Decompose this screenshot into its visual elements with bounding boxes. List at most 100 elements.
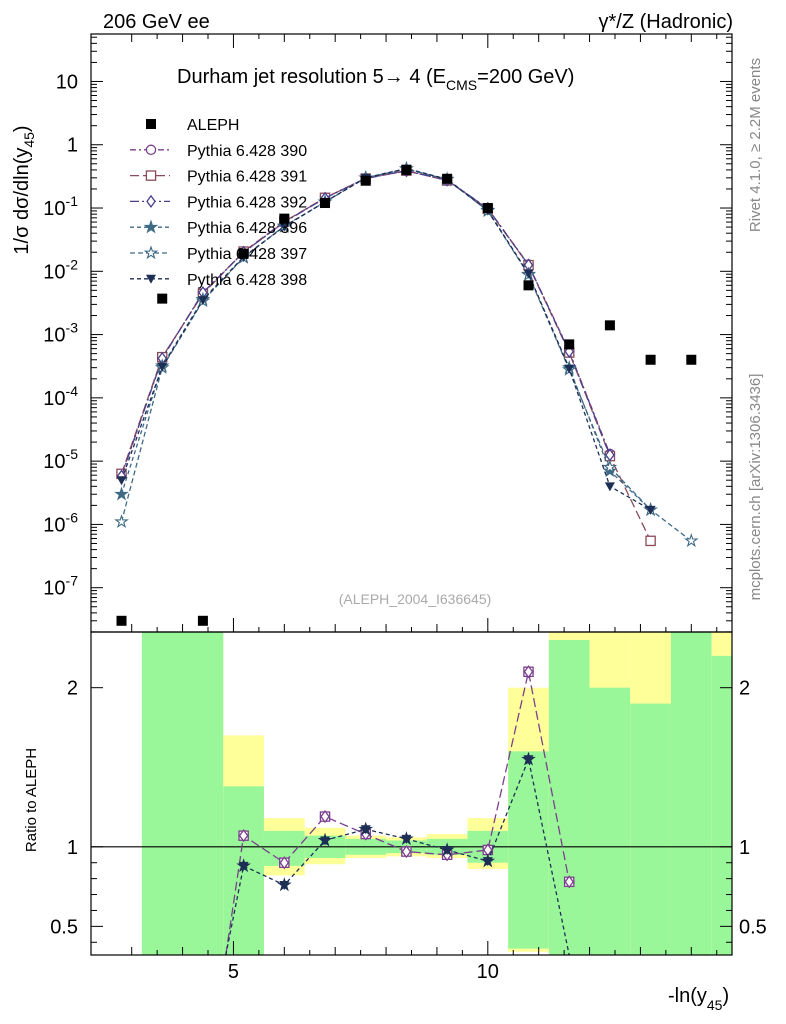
series-5-point-10 bbox=[523, 269, 534, 279]
legend-marker-2 bbox=[146, 194, 156, 209]
ratio-tick-label-left: 2 bbox=[67, 678, 78, 700]
rivet-label: Rivet 4.1.0, ≥ 2.2M events bbox=[747, 58, 764, 232]
ratio-0-marker-2-point-3 bbox=[238, 829, 249, 843]
legend-marker-0 bbox=[145, 144, 157, 156]
series-1-point-13 bbox=[645, 535, 656, 547]
header-left: 206 GeV ee bbox=[103, 11, 210, 33]
ratio-line-1 bbox=[225, 757, 570, 956]
y-tick-label: 10-1 bbox=[43, 193, 78, 220]
legend-marker-data bbox=[146, 119, 156, 129]
green-band-9 bbox=[548, 639, 590, 955]
green-band-0 bbox=[141, 632, 224, 955]
mcplots-label: mcplots.cern.ch [arXiv:1306.3436] bbox=[747, 374, 764, 601]
legend-marker-3 bbox=[143, 219, 159, 234]
legend-item-4: Pythia 6.428 397 bbox=[130, 245, 307, 263]
data-point-9 bbox=[482, 203, 493, 214]
data-point-3 bbox=[238, 248, 249, 259]
uncertainty-bands bbox=[141, 632, 732, 955]
x-axis-label-tail: ) bbox=[722, 985, 729, 1007]
y-tick-label: 10-6 bbox=[43, 509, 78, 536]
ratio-series-1 bbox=[225, 751, 570, 956]
data-point-11 bbox=[564, 339, 575, 350]
green-band-12 bbox=[670, 632, 712, 955]
ratio-tick-label-right: 0.5 bbox=[739, 916, 767, 938]
series-4-point-12 bbox=[602, 459, 618, 474]
ratio-tick-label-right: 1 bbox=[739, 837, 750, 859]
ratio-1-marker-1-point-8 bbox=[442, 845, 453, 855]
ratio-1-marker-1-point-10 bbox=[523, 755, 534, 765]
data-point-12 bbox=[604, 320, 615, 331]
series-5-point-12 bbox=[604, 482, 615, 492]
green-band-10 bbox=[589, 687, 631, 955]
data-point-1 bbox=[157, 293, 168, 304]
y-axis-label-sub: 45 bbox=[21, 132, 37, 148]
series-5-point-13 bbox=[645, 505, 656, 515]
series-5-point-2 bbox=[197, 296, 208, 306]
legend-label-4: Pythia 6.428 397 bbox=[187, 246, 307, 263]
legend-item-2: Pythia 6.428 392 bbox=[130, 194, 307, 211]
series-line-0 bbox=[120, 170, 611, 476]
series-0 bbox=[116, 165, 616, 481]
legend-label-3: Pythia 6.428 396 bbox=[187, 220, 307, 237]
series-4-point-14 bbox=[683, 533, 699, 548]
data-points bbox=[116, 164, 697, 626]
data-point-5 bbox=[320, 198, 331, 209]
y-tick-label: 1 bbox=[67, 135, 78, 157]
y-tick-label: 10-2 bbox=[43, 256, 78, 283]
ratio-tick-label-right: 2 bbox=[739, 678, 750, 700]
legend-item-3: Pythia 6.428 396 bbox=[130, 219, 307, 237]
legend: ALEPH Pythia 6.428 390 Pythia 6.428 391 Pyt… bbox=[130, 117, 307, 289]
legend-item-data: ALEPH bbox=[146, 117, 239, 134]
ratio-1-marker-1-point-7 bbox=[401, 834, 412, 844]
data-point-10 bbox=[523, 280, 534, 291]
x-axis-label-sub: 45 bbox=[707, 997, 723, 1013]
ratio-0-marker-2-point-11 bbox=[564, 875, 575, 889]
main-series bbox=[114, 160, 699, 626]
series-5-point-0 bbox=[116, 476, 127, 486]
legend-marker-1 bbox=[145, 170, 157, 181]
ratio-0-marker-2-point-4 bbox=[279, 856, 290, 870]
series-4-point-0 bbox=[114, 514, 129, 529]
data-point-8 bbox=[442, 173, 453, 184]
green-band-13 bbox=[711, 655, 732, 955]
axes: 10-7 10-6 10-5 10-4 10-3 10-2 10-1 1 10 5 10 0.5 0.5… bbox=[43, 34, 767, 983]
y-tick-label: 10-3 bbox=[43, 320, 78, 347]
green-band-8 bbox=[508, 751, 549, 949]
green-band-11 bbox=[630, 703, 671, 955]
chart-title-tail: =200 GeV) bbox=[477, 66, 574, 88]
y-axis-label: 1/σ dσ/dln(y45) bbox=[11, 125, 37, 254]
y-axis-label-tail: ) bbox=[11, 125, 33, 132]
data-point-2 bbox=[197, 615, 208, 626]
ratio-tick-label-left: 1 bbox=[67, 837, 78, 859]
legend-label-1: Pythia 6.428 391 bbox=[187, 169, 307, 186]
y-tick-label: 10-5 bbox=[43, 446, 78, 473]
ratio-tick-label-left: 0.5 bbox=[50, 916, 78, 938]
series-5 bbox=[116, 164, 656, 515]
ratio-0-marker-2-point-7 bbox=[401, 844, 412, 859]
y-tick-label: 10-7 bbox=[43, 573, 78, 600]
watermark: (ALEPH_2004_I636645) bbox=[339, 591, 492, 607]
series-5-point-4 bbox=[279, 222, 290, 232]
chart-title: Durham jet resolution 5→ 4 (ECMS=200 GeV… bbox=[177, 66, 574, 93]
ratio-0-marker-2-point-5 bbox=[320, 809, 330, 824]
data-point-4 bbox=[279, 213, 290, 224]
legend-item-0: Pythia 6.428 390 bbox=[130, 143, 307, 160]
legend-item-1: Pythia 6.428 391 bbox=[130, 169, 307, 186]
chart-title-sub: CMS bbox=[446, 77, 477, 93]
ratio-1-marker-1-point-6 bbox=[360, 825, 371, 835]
y-axis-label-main: 1/σ dσ/dln(y bbox=[11, 148, 33, 255]
series-3-point-0 bbox=[114, 486, 129, 501]
data-point-14 bbox=[686, 354, 697, 365]
ratio-1-marker-1-point-9 bbox=[482, 857, 493, 867]
x-tick-label: 10 bbox=[477, 961, 499, 983]
series-3-point-12 bbox=[602, 463, 618, 478]
x-axis-label: -ln(y45) bbox=[668, 985, 729, 1013]
x-tick-label: 5 bbox=[228, 961, 239, 983]
legend-label-5: Pythia 6.428 398 bbox=[187, 272, 307, 289]
series-5-point-1 bbox=[157, 362, 168, 372]
ratio-y-label: Ratio to ALEPH bbox=[23, 748, 40, 852]
legend-label-data: ALEPH bbox=[187, 117, 239, 134]
ratio-1-marker-1-point-4 bbox=[279, 880, 290, 890]
data-point-0 bbox=[116, 615, 127, 626]
